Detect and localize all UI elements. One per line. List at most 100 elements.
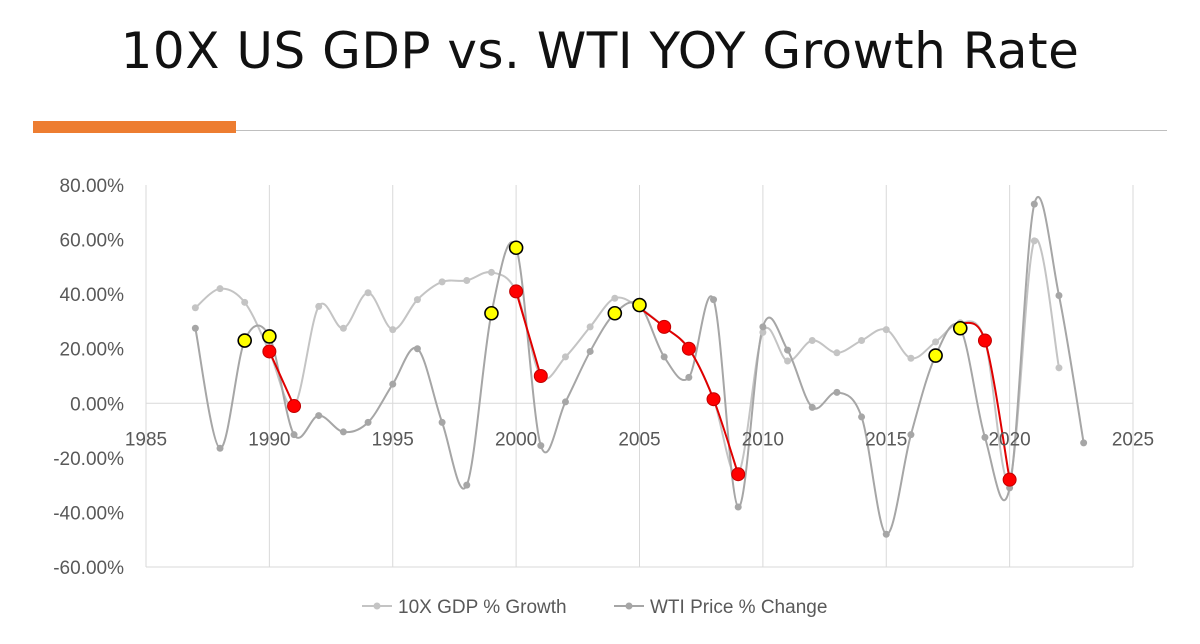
wti-point	[784, 346, 792, 354]
wti-highlight-point	[632, 297, 647, 313]
legend-label: 10X GDP % Growth	[398, 597, 567, 618]
wti-point	[907, 431, 915, 439]
wti-highlight-point	[262, 329, 277, 344]
y-tick-label: 40.00%	[60, 285, 125, 306]
y-tick-label: 80.00%	[60, 176, 125, 197]
gdp-point	[364, 289, 372, 297]
axes	[146, 402, 1133, 568]
gdp-highlight-point	[262, 344, 277, 359]
gdp-point	[561, 353, 569, 361]
wti-point	[1055, 292, 1063, 300]
legend-label: WTI Price % Change	[650, 597, 827, 618]
wti-point	[438, 418, 446, 426]
wti-point	[463, 481, 471, 489]
wti-point	[216, 444, 224, 452]
y-tick-label: 0.00%	[70, 394, 124, 415]
wti-point	[685, 373, 693, 381]
x-tick-label: 1990	[248, 429, 290, 450]
legend-item-gdp: 10X GDP % Growth	[362, 597, 567, 618]
x-tick-label: 2000	[495, 429, 537, 450]
gdp-point	[808, 337, 816, 345]
gdp-highlight-point	[533, 369, 548, 383]
page-title: 10X US GDP vs. WTI YOY Growth Rate	[120, 22, 1080, 80]
grid-lines	[145, 185, 1134, 567]
y-tick-label: 20.00%	[60, 340, 125, 361]
gdp-point	[932, 338, 940, 346]
gdp-point	[858, 337, 866, 345]
legend-swatch-marker	[625, 602, 633, 610]
gdp-highlight-segment	[268, 351, 295, 407]
wti-point	[315, 412, 323, 420]
wti-point	[660, 353, 668, 361]
wti-point	[833, 388, 841, 396]
x-tick-label: 2015	[865, 429, 907, 450]
gdp-point	[907, 354, 915, 362]
gdp-point	[487, 268, 495, 276]
legend-item-wti: WTI Price % Change	[614, 597, 827, 618]
wti-highlight-point	[607, 305, 623, 321]
wti-point	[537, 442, 545, 450]
wti-point	[339, 428, 347, 436]
x-tick-label: 2025	[1112, 429, 1154, 450]
gdp-highlight-point	[287, 399, 302, 414]
gdp-point	[611, 294, 619, 302]
wti-point	[561, 398, 569, 406]
gdp-point	[586, 323, 594, 331]
gdp-point	[882, 326, 890, 334]
wti-point	[882, 530, 890, 538]
wti-point	[1030, 200, 1038, 208]
wti-point	[389, 380, 397, 388]
gdp-point	[413, 296, 421, 304]
wti-point	[586, 347, 594, 355]
gdp-highlight-point	[731, 467, 746, 482]
x-tick-label: 2020	[988, 429, 1030, 450]
gdp-point	[759, 328, 767, 336]
wti-point	[759, 323, 767, 331]
wti-point	[858, 413, 866, 421]
y-tick-label: -40.00%	[53, 503, 124, 524]
gdp-highlight-point	[681, 341, 696, 356]
y-tick-label: -60.00%	[53, 558, 124, 579]
x-tick-label: 2010	[742, 429, 784, 450]
gdp-point	[216, 285, 224, 293]
wti-highlight-point	[508, 240, 524, 256]
wti-point	[290, 431, 298, 439]
wti-highlight-point	[952, 320, 968, 336]
wti-highlight-point	[928, 348, 943, 363]
gdp-point	[833, 349, 841, 357]
wti-point	[1080, 439, 1088, 447]
gdp-point	[438, 278, 446, 286]
gdp-point	[1030, 237, 1038, 245]
gdp-point	[339, 324, 347, 332]
gdp-point	[389, 326, 397, 334]
gdp-highlight-point	[509, 284, 524, 299]
legend-swatch-marker	[373, 602, 381, 610]
gdp-highlight-point	[977, 333, 992, 348]
title-accent-bar	[33, 121, 236, 133]
y-tick-label: 60.00%	[60, 231, 125, 252]
gdp-point	[463, 277, 471, 284]
wti-point	[191, 324, 199, 332]
gdp-highlight-segment	[959, 321, 1011, 480]
gdp-point	[784, 357, 792, 365]
gdp-highlight-point	[1002, 472, 1017, 487]
y-tick-label: -20.00%	[53, 449, 124, 470]
x-tick-label: 2005	[618, 429, 660, 450]
gdp-highlight-segment	[515, 291, 542, 377]
gdp-point	[1055, 364, 1063, 372]
wti-highlight-point	[484, 305, 499, 321]
wti-point	[734, 503, 742, 511]
legend: 10X GDP % Growth WTI Price % Change	[362, 597, 827, 618]
gdp-point	[241, 298, 249, 306]
wti-point	[808, 403, 816, 411]
x-tick-label: 1995	[372, 429, 414, 450]
gdp-point	[191, 304, 199, 312]
wti-highlight-point	[237, 333, 252, 348]
highlight-markers	[237, 240, 1017, 487]
title-divider	[236, 130, 1167, 131]
gdp-highlight-point	[657, 319, 672, 334]
wti-point	[710, 296, 718, 304]
wti-point	[364, 418, 372, 426]
gdp-point	[315, 302, 323, 310]
